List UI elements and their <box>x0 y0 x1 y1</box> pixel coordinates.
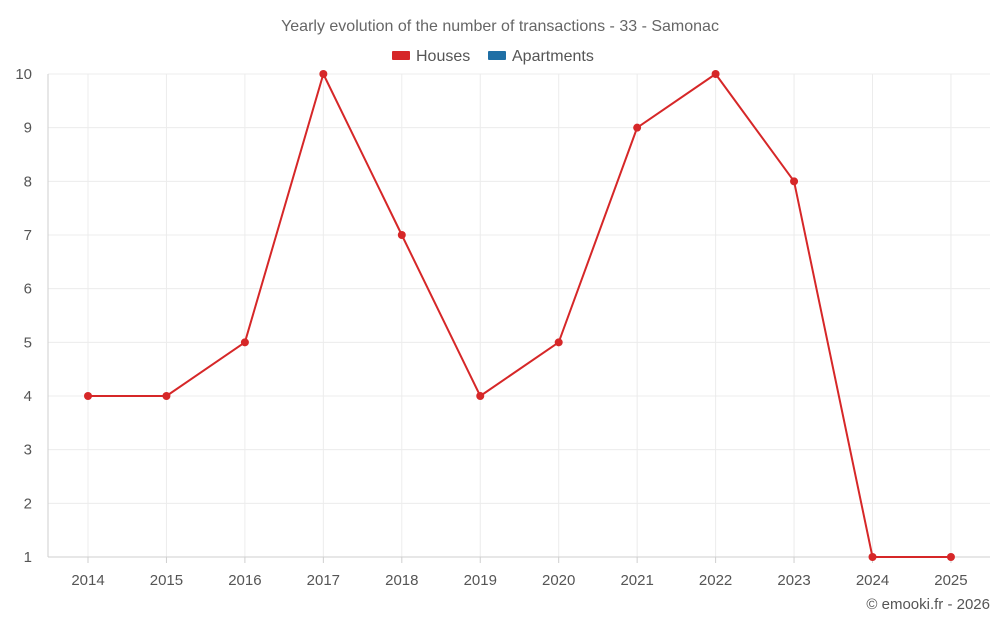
data-point[interactable] <box>240 338 249 347</box>
data-point[interactable] <box>84 392 92 400</box>
data-point[interactable] <box>162 392 171 400</box>
y-tick-label: 7 <box>24 227 32 244</box>
x-tick-label: 2024 <box>856 572 889 589</box>
x-tick-label: 2014 <box>71 572 104 589</box>
credit-text: © emooki.fr - 2026 <box>866 596 990 613</box>
data-point[interactable] <box>397 231 406 239</box>
x-tick-label: 2022 <box>699 572 732 589</box>
x-tick-label: 2019 <box>464 572 497 589</box>
y-tick-label: 2 <box>24 495 32 512</box>
series-houses <box>84 70 955 561</box>
y-tick-label: 6 <box>24 281 32 298</box>
legend-label-apartments: Apartments <box>512 48 594 65</box>
chart-title: Yearly evolution of the number of transa… <box>281 18 719 35</box>
legend-item-apartments[interactable]: Apartments <box>488 48 594 65</box>
x-tick-label: 2025 <box>934 572 967 589</box>
data-point[interactable] <box>319 70 328 78</box>
x-tick-label: 2020 <box>542 572 575 589</box>
data-point[interactable] <box>476 392 485 400</box>
legend-item-houses[interactable]: Houses <box>392 48 470 65</box>
y-tick-label: 4 <box>24 388 32 405</box>
y-tick-label: 3 <box>24 442 32 459</box>
data-point[interactable] <box>790 177 799 186</box>
data-point[interactable] <box>946 553 955 561</box>
x-tick-label: 2016 <box>228 572 261 589</box>
y-tick-label: 5 <box>24 334 32 351</box>
data-point[interactable] <box>868 553 877 561</box>
data-point[interactable] <box>711 70 720 78</box>
x-tick-label: 2018 <box>385 572 418 589</box>
x-tick-label: 2021 <box>620 572 653 589</box>
legend: Houses Apartments <box>392 48 594 65</box>
y-tick-label: 1 <box>24 549 32 566</box>
data-point[interactable] <box>554 338 563 347</box>
series-line <box>88 73 951 558</box>
x-tick-label: 2015 <box>150 572 183 589</box>
data-point[interactable] <box>633 123 642 132</box>
y-tick-label: 10 <box>15 66 32 83</box>
axes: 1 2 3 4 5 6 7 8 9 10 2014 2015 2016 2017 2018 2019 2020 2… <box>15 66 990 589</box>
x-tick-label: 2017 <box>307 572 340 589</box>
legend-swatch-apartments <box>488 51 506 60</box>
y-tick-label: 8 <box>24 173 32 190</box>
y-tick-label: 9 <box>24 120 32 137</box>
legend-label-houses: Houses <box>416 48 470 65</box>
x-tick-label: 2023 <box>777 572 810 589</box>
grid <box>48 73 990 557</box>
legend-swatch-houses <box>392 51 410 60</box>
